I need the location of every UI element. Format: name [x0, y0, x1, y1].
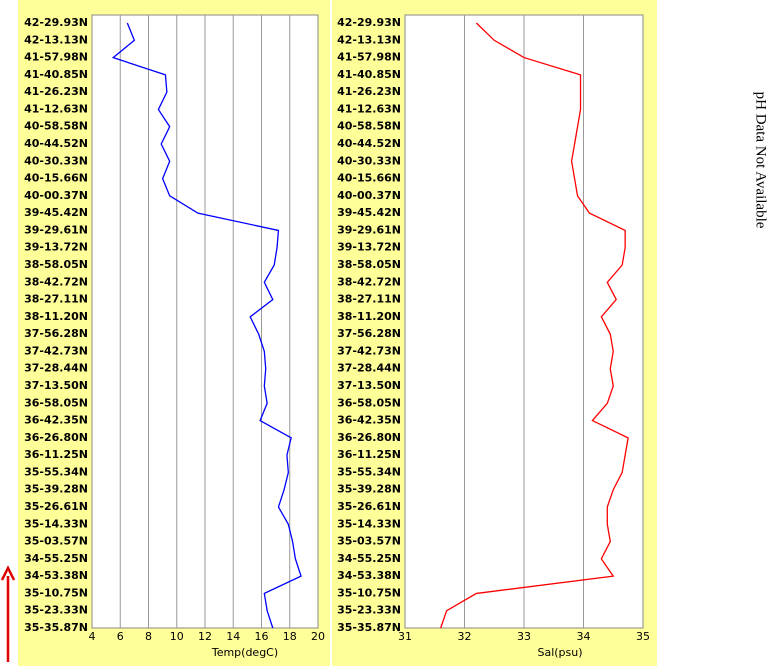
y-tick-label: 36-58.05N	[24, 396, 88, 409]
y-tick-label: 40-44.52N	[24, 137, 88, 150]
x-axis-title: Sal(psu)	[537, 646, 582, 659]
y-tick-label: 42-29.93N	[24, 16, 88, 29]
x-axis-title: Temp(degC)	[211, 646, 278, 659]
y-tick-label: 40-00.37N	[24, 189, 88, 202]
y-tick-label: 42-29.93N	[337, 16, 401, 29]
y-tick-label: 36-11.25N	[337, 448, 401, 461]
x-tick-label: 14	[226, 630, 240, 643]
y-tick-label: 35-23.33N	[24, 604, 88, 617]
x-tick-label: 6	[117, 630, 124, 643]
y-tick-label: 41-40.85N	[24, 68, 88, 81]
y-tick-label: 39-13.72N	[337, 241, 401, 254]
y-tick-label: 35-10.75N	[337, 586, 401, 599]
y-tick-label: 41-57.98N	[337, 51, 401, 64]
y-tick-label: 34-53.38N	[24, 569, 88, 582]
y-tick-label: 35-14.33N	[24, 517, 88, 530]
y-tick-label: 40-30.33N	[24, 154, 88, 167]
y-tick-label: 35-14.33N	[337, 517, 401, 530]
y-tick-label: 34-55.25N	[24, 552, 88, 565]
x-tick-label: 33	[517, 630, 531, 643]
x-tick-label: 35	[636, 630, 650, 643]
y-tick-label: 36-42.35N	[337, 414, 401, 427]
y-tick-label: 35-03.57N	[24, 535, 88, 548]
y-tick-label: 34-55.25N	[337, 552, 401, 565]
y-tick-label: 35-55.34N	[337, 465, 401, 478]
y-tick-label: 38-27.11N	[337, 293, 401, 306]
y-tick-label: 38-11.20N	[337, 310, 401, 323]
y-tick-label: 35-26.61N	[337, 500, 401, 513]
y-tick-label: 37-28.44N	[337, 362, 401, 375]
y-tick-label: 36-42.35N	[24, 414, 88, 427]
y-tick-label: 38-42.72N	[337, 275, 401, 288]
y-tick-label: 40-00.37N	[337, 189, 401, 202]
y-tick-label: 34-53.38N	[337, 569, 401, 582]
y-tick-label: 37-28.44N	[24, 362, 88, 375]
y-tick-label: 38-27.11N	[24, 293, 88, 306]
y-tick-label: 42-13.13N	[337, 33, 401, 46]
y-tick-label: 41-12.63N	[337, 102, 401, 115]
y-tick-label: 35-26.61N	[24, 500, 88, 513]
y-tick-label: 40-15.66N	[337, 172, 401, 185]
y-tick-label: 37-42.73N	[24, 344, 88, 357]
y-tick-label: 35-23.33N	[337, 604, 401, 617]
y-tick-label: 37-13.50N	[337, 379, 401, 392]
y-tick-label: 35-35.87N	[337, 621, 401, 634]
y-tick-label: 38-58.05N	[24, 258, 88, 271]
data-line	[111, 22, 302, 629]
y-tick-label: 35-10.75N	[24, 586, 88, 599]
y-tick-label: 41-26.23N	[337, 85, 401, 98]
x-tick-label: 12	[198, 630, 212, 643]
x-tick-label: 18	[283, 630, 297, 643]
y-tick-label: 35-03.57N	[337, 535, 401, 548]
y-tick-label: 39-29.61N	[24, 223, 88, 236]
x-tick-label: 31	[398, 630, 412, 643]
x-tick-label: 4	[89, 630, 96, 643]
y-tick-label: 41-12.63N	[24, 102, 88, 115]
y-tick-label: 39-45.42N	[24, 206, 88, 219]
y-tick-label: 42-13.13N	[24, 33, 88, 46]
y-tick-label: 35-35.87N	[24, 621, 88, 634]
y-tick-label: 35-39.28N	[337, 483, 401, 496]
y-tick-label: 40-58.58N	[337, 120, 401, 133]
x-tick-label: 34	[577, 630, 591, 643]
y-tick-label: 36-26.80N	[337, 431, 401, 444]
y-tick-label: 39-45.42N	[337, 206, 401, 219]
y-tick-label: 40-58.58N	[24, 120, 88, 133]
x-tick-label: 32	[458, 630, 472, 643]
y-tick-label: 41-57.98N	[24, 51, 88, 64]
y-tick-label: 38-42.72N	[24, 275, 88, 288]
y-tick-label: 37-56.28N	[24, 327, 88, 340]
y-tick-label: 40-15.66N	[24, 172, 88, 185]
y-tick-label: 35-55.34N	[24, 465, 88, 478]
y-tick-label: 36-26.80N	[24, 431, 88, 444]
y-tick-label: 40-44.52N	[337, 137, 401, 150]
y-tick-label: 38-11.20N	[24, 310, 88, 323]
y-tick-label: 39-29.61N	[337, 223, 401, 236]
y-tick-label: 37-42.73N	[337, 344, 401, 357]
x-tick-label: 8	[145, 630, 152, 643]
y-tick-label: 35-39.28N	[24, 483, 88, 496]
arrow-head	[0, 565, 16, 581]
y-tick-label: 38-58.05N	[337, 258, 401, 271]
y-tick-label: 36-11.25N	[24, 448, 88, 461]
y-tick-label: 37-56.28N	[337, 327, 401, 340]
y-tick-label: 41-40.85N	[337, 68, 401, 81]
x-tick-label: 16	[255, 630, 269, 643]
y-tick-label: 40-30.33N	[337, 154, 401, 167]
data-line	[440, 22, 629, 629]
x-tick-label: 10	[170, 630, 184, 643]
y-tick-label: 36-58.05N	[337, 396, 401, 409]
y-tick-label: 39-13.72N	[24, 241, 88, 254]
side-note: pH Data Not Available	[753, 92, 769, 229]
y-tick-label: 37-13.50N	[24, 379, 88, 392]
y-tick-label: 41-26.23N	[24, 85, 88, 98]
x-tick-label: 20	[311, 630, 325, 643]
